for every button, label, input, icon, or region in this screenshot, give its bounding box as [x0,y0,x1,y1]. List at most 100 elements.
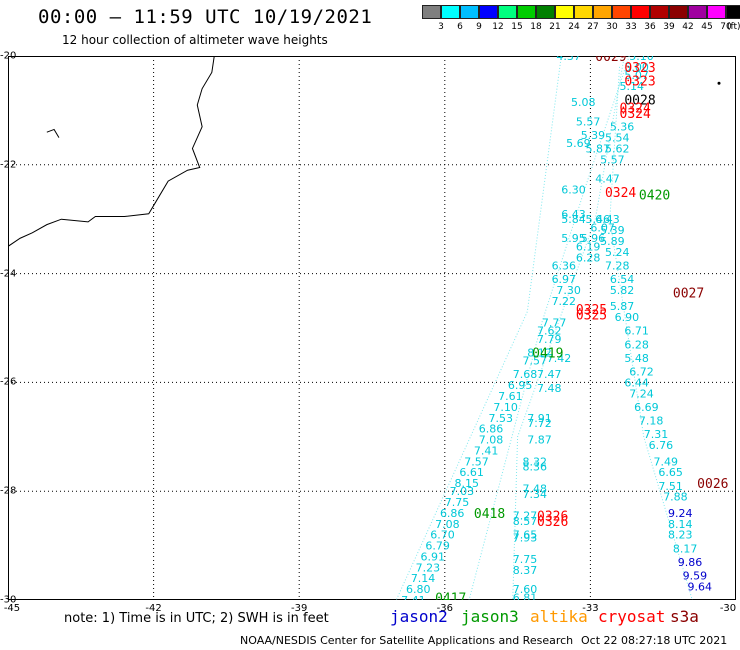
wave-height-value: 5.36 [610,121,635,134]
wave-height-value: 6.43 [595,213,620,226]
wave-height-value: 7.53 [488,412,512,425]
color-scale-unit: (ft) [727,22,740,32]
wave-height-value: 8.37 [513,564,538,577]
color-scale-swatch [422,5,441,19]
color-scale-label: 39 [663,22,675,32]
wave-height-value: 8.14 [668,518,693,531]
wave-height-value: 5.46 [586,213,611,226]
wave-height-value: 9.59 [683,570,708,583]
color-scale-label: 3 [438,22,444,32]
color-scale-swatch [726,5,740,19]
color-scale-label: 30 [606,22,618,32]
wave-height-value: 6.28 [576,251,601,264]
legend-item-altika: altika [530,607,588,626]
wave-height-value: 5.54 [605,132,630,145]
pass-time-label: 0325 [576,308,607,323]
latitude-label: -26 [0,376,17,388]
lake-outline [46,128,60,138]
map-plot: 4.37 5.105.005.075.145.085.57 5.365.39 5.54… [8,56,736,600]
wave-height-value: 5.57 [576,115,601,128]
pass-time-label: 0028 [624,94,655,109]
wave-height-value: 5.96 [581,232,606,245]
longitude-label: -39 [291,603,308,614]
color-scale-label: 15 [511,22,523,32]
wave-height-value: 6.44 [624,376,649,389]
latitude-label: -24 [0,268,17,280]
latitude-label: -28 [0,485,17,497]
pass-time-label: 0326 [537,510,568,525]
color-scale-swatch [593,5,612,19]
wave-height-value: 4.37 [556,56,581,63]
longitude-label: -45 [3,603,21,614]
map-frame [8,56,736,600]
legend-item-jason2: jason2 [390,607,448,626]
footer-timestamp: Oct 22 08:27:18 UTC 2021 [581,634,728,647]
wave-height-value: 7.88 [663,491,688,504]
color-scale-swatch [574,5,593,19]
wave-height-value: 5.07 [624,69,649,82]
wave-height-value: 5.84 [561,213,586,226]
wave-height-value: 8.32 [522,455,547,468]
wave-height-value: 7.08 [435,518,460,531]
wave-height-value: 7.75 [445,496,470,509]
wave-height-value: 7.03 [450,485,475,498]
chart-title: 00:00 – 11:59 UTC 10/19/2021 [38,6,373,28]
wave-height-value: 6.54 [610,273,635,286]
wave-height-value: 5.39 [581,129,606,142]
wave-height-value: 9.86 [678,556,703,569]
wave-height-value: 6.95 [508,379,532,392]
color-scale-swatch [707,5,726,19]
wave-height-value: 8.36 [522,461,547,474]
pass-time-label: 0324 [620,107,651,122]
wave-height-value: 6.71 [624,325,649,338]
color-scale-label: 6 [457,22,463,32]
satellite-track [468,56,630,600]
pass-time-label: 0323 [624,61,655,76]
wave-height-value: 7.08 [479,434,504,447]
wave-height-value: 7.91 [527,412,552,425]
latitude-label: -22 [0,159,17,171]
wave-height-value: 6.76 [649,439,674,452]
wave-height-value: 5.57 [600,153,625,166]
wave-height-value: 7.47 [537,368,562,381]
legend-note: note: 1) Time is in UTC; 2) SWH is in fe… [64,611,329,626]
pass-time-label: 0324 [620,102,651,117]
longitude-label: -42 [145,603,162,614]
latitude-label: -20 [0,50,17,62]
wave-height-value: 7.24 [629,387,654,400]
wave-height-value: 4.47 [595,172,620,185]
wave-height-value: 6.86 [479,423,504,436]
color-scale-swatch [612,5,631,19]
wave-height-value: 7.27 [513,510,538,523]
wave-height-value: 6.30 [561,183,586,196]
wave-height-value: 7.75 [513,553,538,566]
wave-height-value: 6.07 [590,221,615,234]
wave-height-value: 7.51 [658,480,683,493]
wave-height-value: 6.79 [425,540,450,553]
wave-height-value: 7.34 [522,488,547,501]
color-scale-swatch [555,5,574,19]
pass-time-label: 0419 [532,346,563,361]
pass-time-label: 0026 [697,477,728,492]
color-scale-swatch [498,5,517,19]
pass-time-label: 0324 [605,186,636,201]
color-scale-label: 21 [549,22,561,32]
wave-height-value: 9.24 [668,507,693,520]
wave-height-value: 7.18 [639,414,664,427]
longitude-label: -33 [582,603,599,614]
color-scale-label: 36 [644,22,656,32]
color-scale-swatch [688,5,707,19]
wave-height-value: 5.89 [600,235,625,248]
wave-height-value: 7.48 [537,382,562,395]
color-scale-label: 45 [701,22,713,32]
wave-height-value: 7.65 [513,529,538,542]
pass-time-label: 0417 [435,591,466,600]
wave-height-value: 6.61 [459,466,484,479]
wave-height-value: 5.24 [605,246,630,259]
pass-time-label: 0027 [673,287,704,302]
wave-height-value: 7.61 [498,390,522,403]
wave-height-value: 6.65 [658,466,683,479]
pass-time-label: 0420 [639,189,670,204]
color-scale-label: 42 [682,22,694,32]
wave-height-value: 5.87 [586,142,611,155]
